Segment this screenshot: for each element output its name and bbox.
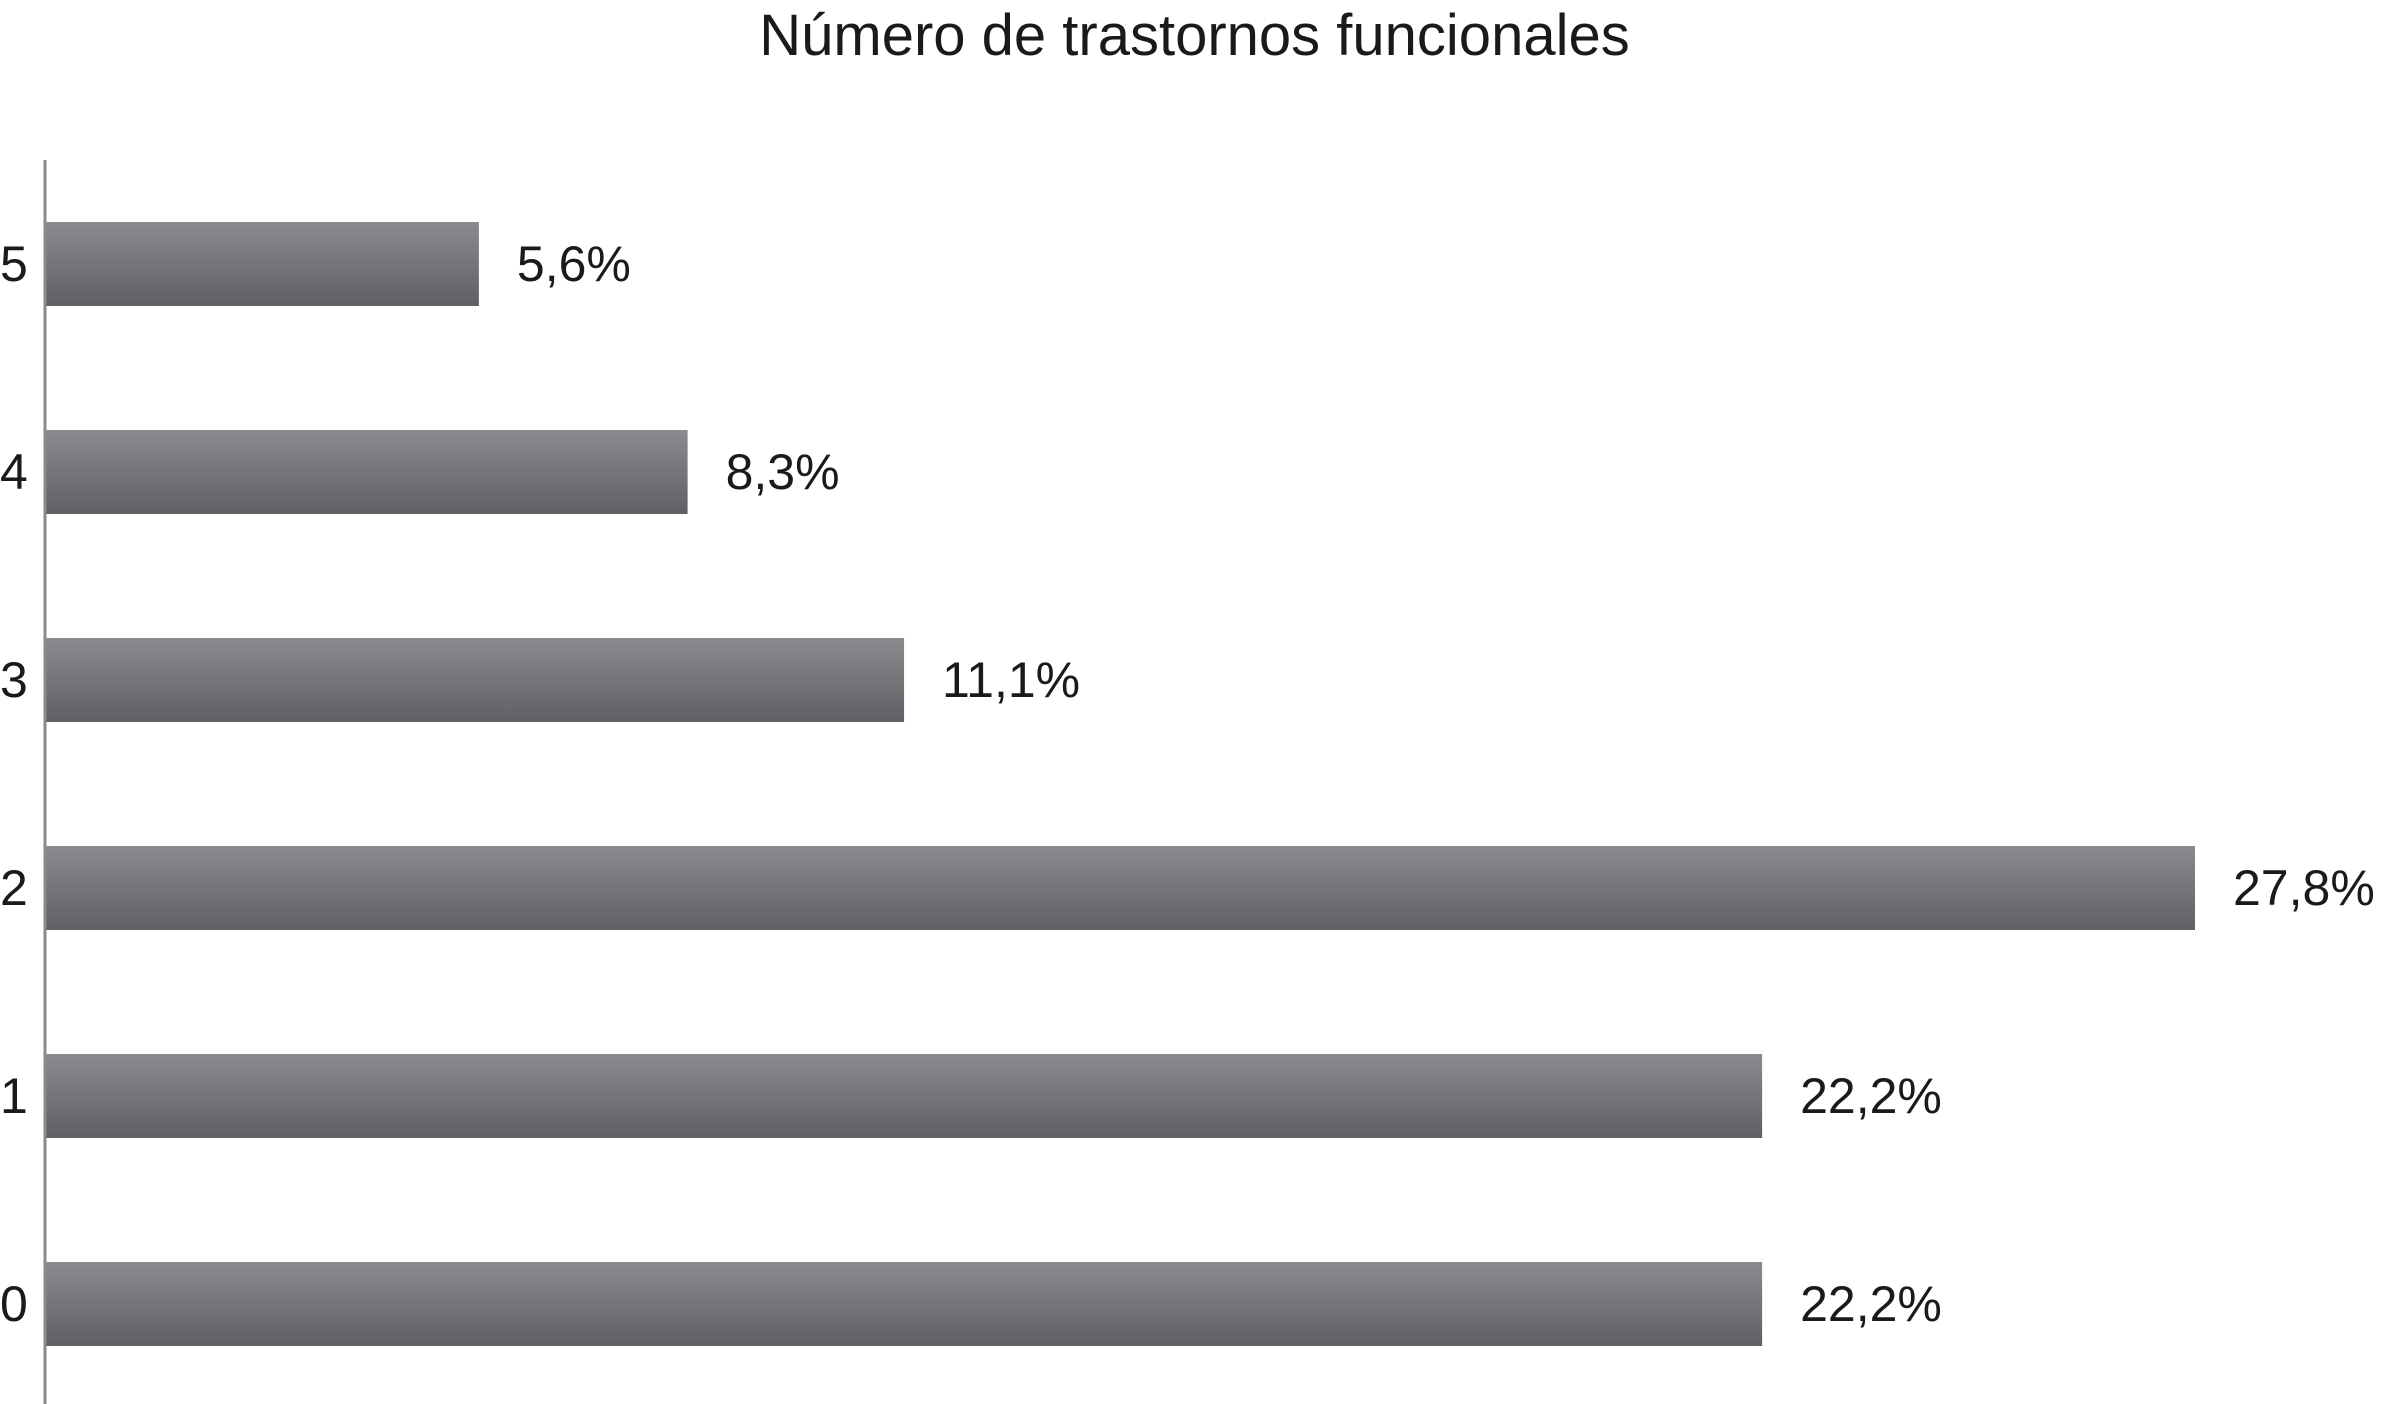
bar-2	[46, 846, 2195, 930]
bar-4	[46, 430, 688, 514]
bar-1	[46, 1054, 1763, 1138]
data-label-4: 8,3%	[726, 444, 840, 500]
data-label-1: 22,2%	[1800, 1068, 1942, 1124]
y-tick-label-3: 3	[0, 652, 28, 708]
y-tick-label-4: 4	[0, 444, 28, 500]
data-label-2: 27,8%	[2233, 860, 2375, 916]
bar-5	[46, 222, 479, 306]
data-label-3: 11,1%	[942, 652, 1080, 708]
bar-0	[46, 1262, 1763, 1346]
y-tick-label-1: 1	[0, 1068, 28, 1124]
bar-3	[46, 638, 905, 722]
bars-layer: 5 5,6% 4 8,3% 3 11,1% 2 27,8% 1 22,2% 0 22,2%	[0, 222, 2375, 1346]
y-tick-label-2: 2	[0, 860, 28, 916]
y-tick-label-5: 5	[0, 236, 28, 292]
y-tick-label-0: 0	[0, 1276, 28, 1332]
data-label-5: 5,6%	[517, 236, 631, 292]
chart-title: Número de trastornos funcionales	[759, 3, 1630, 68]
data-label-0: 22,2%	[1800, 1276, 1942, 1332]
